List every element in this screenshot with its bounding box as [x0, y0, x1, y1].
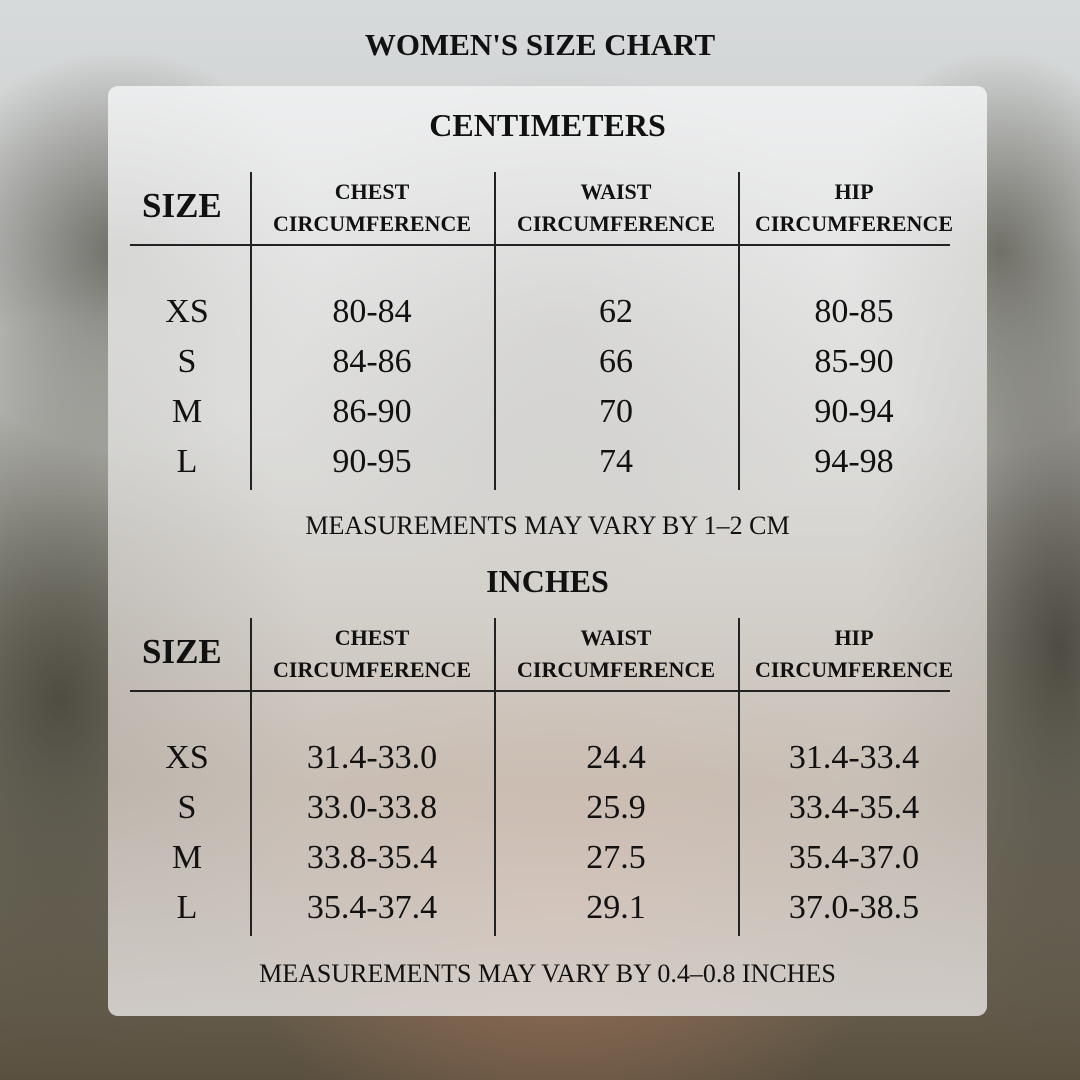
- column-divider: [738, 618, 740, 936]
- size-cell: S: [177, 343, 197, 380]
- column-header-line: WAIST: [580, 625, 652, 650]
- measurement-cell: 80-84: [332, 293, 412, 330]
- column-header-line: CIRCUMFERENCE: [517, 657, 715, 682]
- page-title: WOMEN'S SIZE CHART: [364, 27, 716, 62]
- measurement-cell: 84-86: [332, 343, 412, 380]
- size-header: SIZE: [142, 632, 222, 671]
- measurement-cell: 33.8-35.4: [306, 839, 438, 876]
- column-divider: [250, 172, 252, 490]
- size-cell: XS: [165, 293, 209, 330]
- measurement-cell: 33.0-33.8: [306, 789, 438, 826]
- size-header: SIZE: [142, 186, 222, 225]
- size-cell: XS: [165, 739, 209, 776]
- column-header-line: HIP: [834, 625, 874, 650]
- measurement-cell: 86-90: [332, 393, 412, 430]
- measurement-cell: 66: [599, 343, 633, 380]
- size-chart-panel: CENTIMETERS SIZE CHEST CIRCUMFERENCE WAIST C…: [108, 86, 987, 1016]
- size-cell: S: [177, 789, 197, 826]
- inches-heading: INCHES: [486, 563, 609, 599]
- header-divider: [130, 690, 950, 692]
- column-header-line: CIRCUMFERENCE: [755, 657, 953, 682]
- measurement-cell: 37.0-38.5: [788, 889, 920, 926]
- centimeters-note: MEASUREMENTS MAY VARY BY 1–2 CM: [305, 511, 790, 540]
- column-header-line: HIP: [834, 179, 874, 204]
- measurement-cell: 62: [599, 293, 633, 330]
- column-header-line: CIRCUMFERENCE: [273, 211, 471, 236]
- measurement-cell: 90-95: [332, 443, 412, 480]
- column-divider: [250, 618, 252, 936]
- column-header-line: CIRCUMFERENCE: [755, 211, 953, 236]
- column-divider: [494, 172, 496, 490]
- size-cell: L: [176, 889, 198, 926]
- measurement-cell: 24.4: [586, 739, 646, 776]
- centimeters-table: SIZE CHEST CIRCUMFERENCE WAIST CIRCUMFERENCE…: [130, 172, 970, 502]
- header-divider: [130, 244, 950, 246]
- column-header-line: WAIST: [580, 179, 652, 204]
- measurement-cell: 27.5: [586, 839, 646, 876]
- column-header-line: CIRCUMFERENCE: [517, 211, 715, 236]
- measurement-cell: 94-98: [814, 443, 894, 480]
- measurement-cell: 33.4-35.4: [788, 789, 920, 826]
- measurement-cell: 80-85: [814, 293, 894, 330]
- measurement-cell: 25.9: [586, 789, 646, 826]
- measurement-cell: 31.4-33.0: [306, 739, 438, 776]
- size-cell: L: [176, 443, 198, 480]
- inches-table: SIZE CHEST CIRCUMFERENCE WAIST CIRCUMFERENCE…: [130, 618, 970, 948]
- column-header-line: CIRCUMFERENCE: [273, 657, 471, 682]
- size-cell: M: [171, 839, 203, 876]
- column-header-line: CHEST: [334, 625, 410, 650]
- inches-note: MEASUREMENTS MAY VARY BY 0.4–0.8 INCHES: [259, 959, 836, 988]
- column-header-line: CHEST: [334, 179, 410, 204]
- measurement-cell: 85-90: [814, 343, 894, 380]
- measurement-cell: 70: [599, 393, 633, 430]
- measurement-cell: 31.4-33.4: [788, 739, 920, 776]
- measurement-cell: 35.4-37.4: [306, 889, 438, 926]
- measurement-cell: 29.1: [586, 889, 646, 926]
- column-divider: [738, 172, 740, 490]
- measurement-cell: 90-94: [814, 393, 894, 430]
- size-cell: M: [171, 393, 203, 430]
- centimeters-heading: CENTIMETERS: [429, 107, 666, 143]
- column-divider: [494, 618, 496, 936]
- measurement-cell: 74: [599, 443, 633, 480]
- measurement-cell: 35.4-37.0: [788, 839, 920, 876]
